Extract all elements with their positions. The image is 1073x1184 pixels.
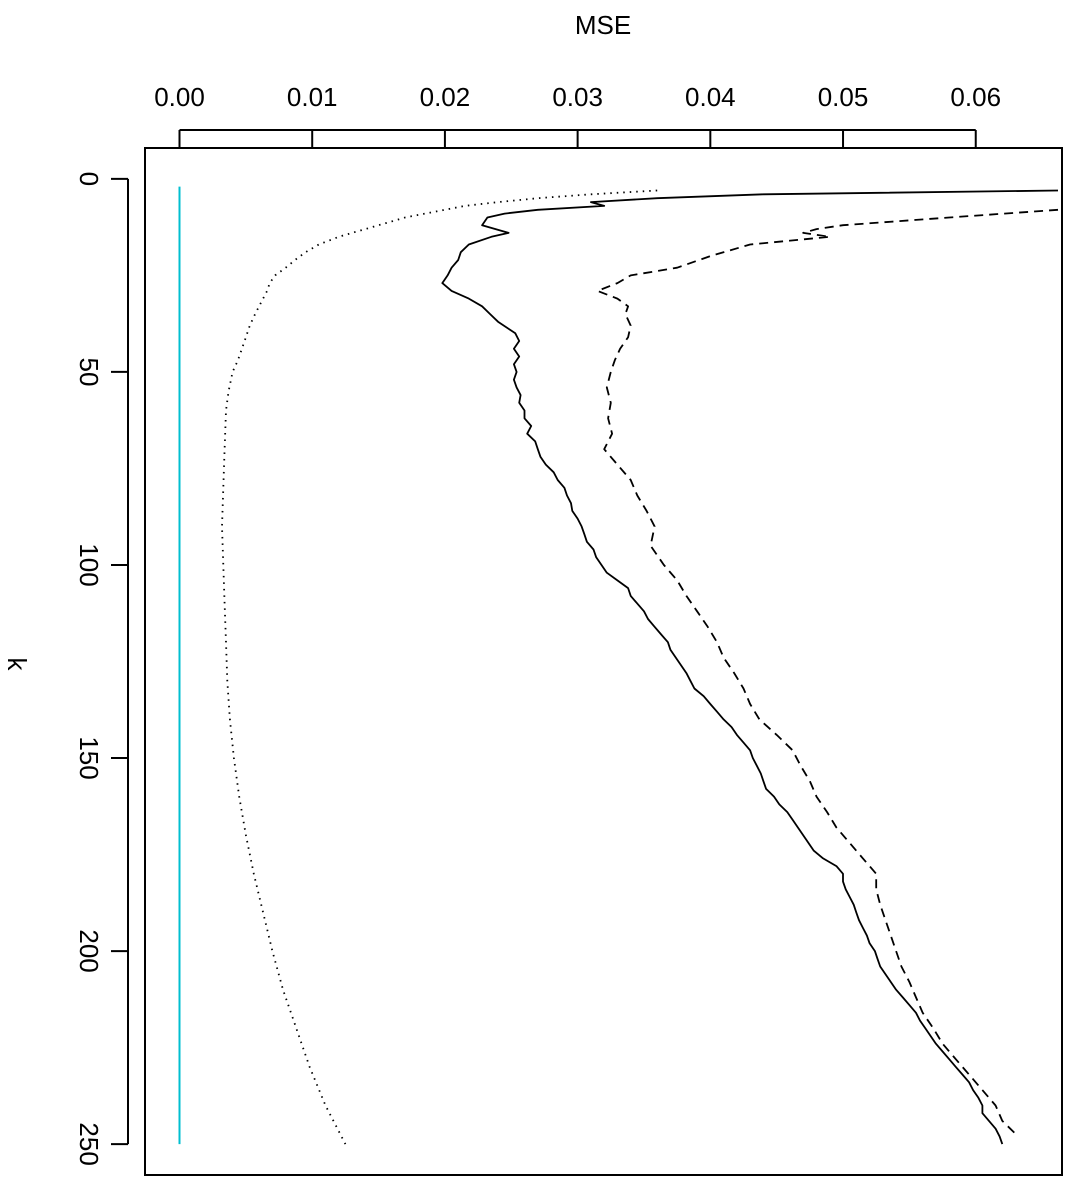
y-tick-label: 200 <box>74 929 104 972</box>
x-tick-label: 0.00 <box>154 82 205 112</box>
x-tick-label: 0.02 <box>420 82 471 112</box>
y-tick-label: 0 <box>74 172 104 186</box>
y-tick-label: 100 <box>74 543 104 586</box>
series-line-dashed-2 <box>596 208 1059 1138</box>
x-tick-label: 0.05 <box>818 82 869 112</box>
x-tick-label: 0.06 <box>950 82 1001 112</box>
y-axis-title: k <box>2 658 32 672</box>
x-axis-title: MSE <box>575 10 631 40</box>
x-axis: 0.00 0.01 0.02 0.03 0.04 0.05 0.06 <box>154 82 1001 147</box>
x-tick-label: 0.04 <box>685 82 736 112</box>
series-line-solid-1 <box>441 189 1059 1145</box>
y-axis: 0 50 100 150 200 250 <box>74 172 129 1166</box>
y-tick-label: 50 <box>74 357 104 386</box>
y-tick-label: 250 <box>74 1122 104 1165</box>
x-tick-label: 0.03 <box>552 82 603 112</box>
x-tick-label: 0.01 <box>287 82 338 112</box>
series-line-dotted-3 <box>221 189 658 1145</box>
y-tick-label: 150 <box>74 736 104 779</box>
series-layer <box>178 186 1059 1145</box>
plot-frame <box>144 147 1063 1176</box>
